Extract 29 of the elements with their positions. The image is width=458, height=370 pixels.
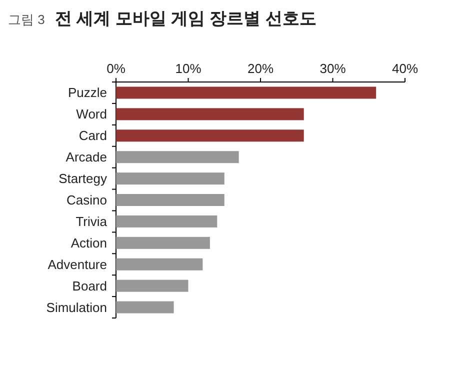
bar — [116, 172, 224, 185]
x-tick-label: 30% — [320, 61, 346, 76]
caption: 그림 3 — [8, 12, 45, 27]
bar — [116, 215, 218, 228]
bar — [116, 86, 376, 99]
y-tick-label: Casino — [66, 192, 107, 208]
y-tick-label: Startegy — [58, 171, 108, 186]
x-tick-label: 0% — [106, 61, 126, 76]
bar — [116, 130, 304, 142]
bar — [116, 258, 203, 270]
bar — [116, 236, 210, 249]
bar — [116, 280, 188, 292]
y-tick-label: Board — [72, 278, 107, 294]
y-tick-label: Word — [76, 106, 107, 122]
chart-title: 전 세계 모바일 게임 장르별 선호도 — [54, 9, 316, 28]
y-tick-label: Card — [78, 128, 107, 144]
bar — [116, 301, 174, 314]
x-tick-label: 20% — [247, 61, 274, 76]
y-tick-label: Action — [70, 235, 107, 250]
bar — [116, 151, 239, 164]
y-tick-label: Puzzle — [68, 85, 107, 100]
x-tick-label: 10% — [175, 61, 202, 76]
bar — [116, 194, 224, 206]
y-tick-label: Trivia — [76, 214, 108, 229]
y-tick-label: Simulation — [46, 300, 107, 315]
y-tick-label: Adventure — [48, 256, 107, 272]
x-tick-label: 40% — [392, 61, 418, 76]
bar — [116, 108, 304, 120]
y-tick-label: Arcade — [66, 150, 107, 165]
